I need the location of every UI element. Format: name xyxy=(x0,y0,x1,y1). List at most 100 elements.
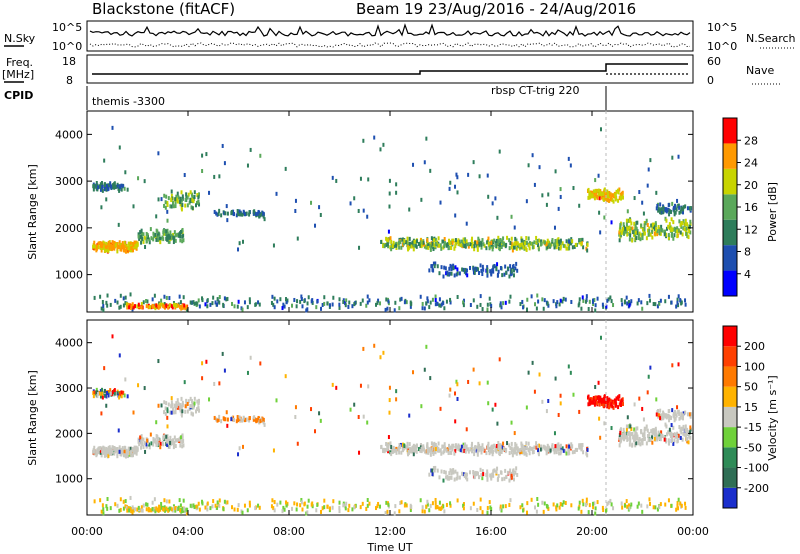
power-point xyxy=(461,267,464,272)
velocity-point xyxy=(358,450,361,455)
velocity-point xyxy=(684,501,687,506)
power-point xyxy=(201,153,204,158)
power-point xyxy=(214,300,217,305)
power-point xyxy=(107,186,110,191)
power-point xyxy=(152,237,155,242)
power-point xyxy=(559,246,562,251)
velocity-point xyxy=(531,360,534,365)
velocity-point xyxy=(633,438,636,443)
power-point xyxy=(243,212,246,217)
velocity-point xyxy=(456,498,459,503)
velocity-point xyxy=(149,432,152,437)
power-colorbar-tick-label: 16 xyxy=(744,201,758,214)
power-point xyxy=(588,195,591,200)
velocity-point xyxy=(182,439,185,444)
power-point xyxy=(245,211,248,216)
velocity-point xyxy=(469,470,472,475)
velocity-point xyxy=(179,408,182,413)
power-point xyxy=(659,298,662,303)
velocity-point xyxy=(487,441,490,446)
velocity-point xyxy=(559,443,562,448)
power-point xyxy=(603,215,606,220)
velocity-point xyxy=(140,505,143,510)
velocity-colorbar-swatch xyxy=(723,366,737,387)
velocity-point xyxy=(99,389,102,394)
velocity-point xyxy=(661,434,664,439)
velocity-point xyxy=(353,505,356,510)
velocity-point xyxy=(659,502,662,507)
power-point xyxy=(668,208,671,213)
velocity-point xyxy=(673,418,676,423)
power-point xyxy=(680,224,683,229)
power-point xyxy=(408,207,411,212)
power-point xyxy=(338,305,341,310)
power-point xyxy=(140,302,143,307)
power-point xyxy=(174,204,177,209)
power-point xyxy=(610,220,613,225)
velocity-point xyxy=(214,503,217,508)
velocity-point xyxy=(606,396,609,401)
velocity-point xyxy=(676,405,679,410)
power-point xyxy=(263,217,266,222)
velocity-point xyxy=(102,507,105,512)
power-point xyxy=(572,186,575,191)
velocity-point xyxy=(192,405,195,410)
power-point xyxy=(307,295,310,300)
power-point xyxy=(488,246,491,251)
velocity-point xyxy=(673,438,676,443)
velocity-point xyxy=(314,429,317,434)
power-point xyxy=(657,225,660,230)
velocity-point xyxy=(645,424,648,429)
power-point xyxy=(236,304,239,309)
velocity-point xyxy=(642,433,645,438)
velocity-point xyxy=(647,374,650,379)
velocity-point xyxy=(628,431,631,436)
power-point xyxy=(408,241,411,246)
velocity-point xyxy=(338,505,341,510)
power-point xyxy=(296,299,299,304)
velocity-point xyxy=(226,423,229,428)
velocity-point xyxy=(110,451,113,456)
power-point xyxy=(386,242,389,247)
power-point xyxy=(537,247,540,252)
velocity-point xyxy=(179,443,182,448)
velocity-point xyxy=(558,447,561,452)
power-point xyxy=(473,247,476,252)
power-point xyxy=(607,297,610,302)
power-point xyxy=(545,242,548,247)
power-point xyxy=(393,308,396,313)
velocity-point xyxy=(602,403,605,408)
velocity-point xyxy=(514,442,517,447)
power-point xyxy=(158,304,161,309)
velocity-point xyxy=(454,391,457,396)
power-point xyxy=(515,261,518,266)
velocity-point xyxy=(586,453,589,458)
velocity-point xyxy=(166,409,169,414)
power-point xyxy=(578,238,581,243)
velocity-point xyxy=(536,496,539,501)
power-point xyxy=(634,230,637,235)
velocity-point xyxy=(499,504,502,509)
velocity-point xyxy=(577,506,580,511)
power-point xyxy=(602,191,605,196)
velocity-point xyxy=(103,366,106,371)
power-colorbar-tick-label: 8 xyxy=(744,246,751,259)
velocity-point xyxy=(464,475,467,480)
velocity-point xyxy=(660,413,663,418)
velocity-point xyxy=(479,506,482,511)
power-point xyxy=(157,231,160,236)
power-point xyxy=(677,154,680,159)
noise-ytick-left-top: 10^5 xyxy=(52,21,82,34)
velocity-point xyxy=(628,506,631,511)
velocity-point xyxy=(184,404,187,409)
power-point xyxy=(565,239,568,244)
velocity-point xyxy=(186,409,189,414)
velocity-point xyxy=(498,447,501,452)
beam-info: Beam 19 23/Aug/2016 - 24/Aug/2016 xyxy=(356,0,636,18)
velocity-point xyxy=(602,508,605,513)
power-point xyxy=(688,229,691,234)
power-point xyxy=(442,274,445,279)
power-point xyxy=(426,299,429,304)
velocity-point xyxy=(171,508,174,513)
velocity-point xyxy=(156,434,159,439)
